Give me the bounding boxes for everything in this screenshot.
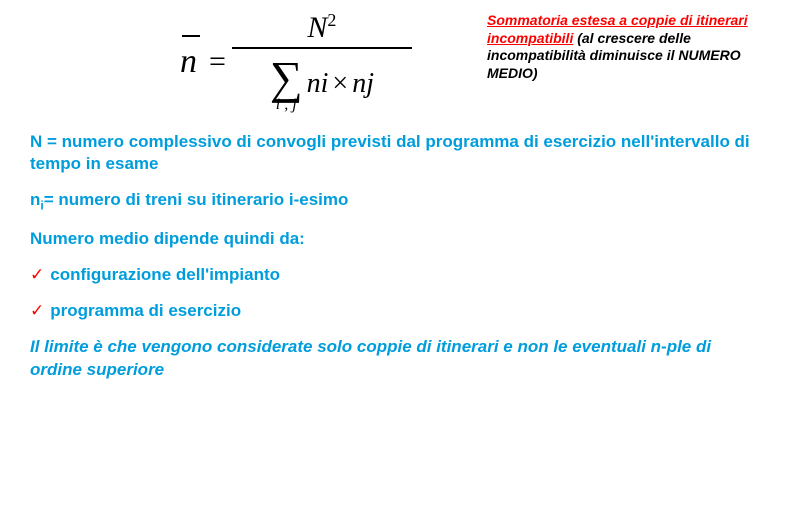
denominator: ∑ i , j ni×nj (270, 49, 374, 113)
numerator-base: N (307, 11, 327, 44)
side-note: Sommatoria estesa a coppie di itinerari … (487, 10, 767, 82)
numerator: N2 (297, 10, 346, 47)
bullet-1-text: configurazione dell'impianto (50, 265, 280, 284)
bullet-item-2: ✓programma di esercizio (30, 300, 767, 322)
overline (182, 35, 200, 37)
n-letter: n (180, 43, 197, 80)
sigma-symbol: ∑ (270, 55, 303, 101)
fraction: N2 ∑ i , j ni×nj (232, 10, 412, 113)
denom-nj: nj (352, 68, 374, 99)
times-symbol: × (328, 68, 352, 99)
body-text: N = numero complessivo di convogli previ… (30, 131, 767, 381)
definition-N: N = numero complessivo di convogli previ… (30, 131, 767, 175)
definition-ni: ni= numero di treni su itinerario i-esim… (30, 189, 767, 214)
ni-rest: = numero di treni su itinerario i-esimo (44, 190, 349, 209)
denom-ni: ni (307, 68, 329, 99)
limit-note: Il limite è che vengono considerate solo… (30, 336, 767, 380)
bullet-item-1: ✓configurazione dell'impianto (30, 264, 767, 286)
depends-on-heading: Numero medio dipende quindi da: (30, 228, 767, 250)
ni-prefix: n (30, 190, 40, 209)
denom-expression: ni×nj (303, 68, 374, 100)
formula-block: n = N2 ∑ i , j ni×nj (180, 10, 412, 113)
check-icon: ✓ (30, 301, 50, 320)
equals-sign: = (203, 45, 232, 79)
sigma-subscript: i , j (276, 97, 297, 113)
sigma-wrap: ∑ i , j (270, 55, 303, 113)
top-row: n = N2 ∑ i , j ni×nj S (30, 10, 767, 113)
numerator-exp: 2 (327, 10, 336, 30)
mean-n-symbol: n (180, 43, 203, 81)
check-icon: ✓ (30, 265, 50, 284)
bullet-2-text: programma di esercizio (50, 301, 241, 320)
